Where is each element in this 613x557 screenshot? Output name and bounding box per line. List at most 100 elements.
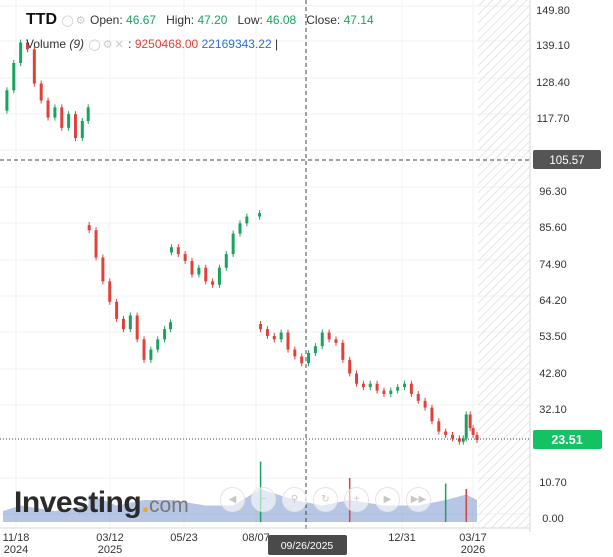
candle-body	[368, 383, 372, 388]
candle-body	[444, 431, 448, 435]
eye-icon[interactable]: ◯	[61, 15, 74, 27]
candle-body	[471, 428, 475, 435]
price-series	[5, 39, 479, 445]
time-tick-label: 12/31	[388, 532, 416, 544]
time-tick-label: 05/23	[170, 532, 198, 544]
open-value: 46.67	[126, 13, 157, 27]
reset-icon[interactable]: ↻	[313, 487, 338, 512]
crosshair-price-label: 105.57	[533, 150, 601, 169]
candle-body	[39, 83, 43, 101]
search-icon[interactable]: ⚲	[282, 487, 307, 512]
candle-body	[224, 254, 228, 268]
time-tick-label: 03/17	[459, 532, 487, 544]
candle-body	[108, 281, 112, 302]
time-tick-label: 03/12	[96, 532, 124, 544]
eye-icon[interactable]: ◯	[88, 39, 101, 51]
candle-body	[60, 107, 64, 128]
candle-body	[197, 267, 201, 275]
candle-body	[121, 318, 125, 330]
candle-body	[293, 349, 297, 357]
candle-body	[163, 329, 167, 340]
candle-body	[73, 114, 77, 139]
price-tick-label: 117.70	[537, 113, 570, 125]
forward-icon[interactable]: ▶	[375, 487, 400, 512]
candle-body	[396, 387, 400, 391]
price-tick-label: 10.70	[539, 477, 567, 489]
logo-suffix: com	[149, 494, 189, 517]
candle-body	[409, 383, 413, 394]
grid-lines	[0, 0, 530, 528]
investing-logo: Investing.com	[14, 486, 189, 520]
candle-body	[272, 335, 276, 340]
candle-body	[25, 42, 29, 50]
candle-body	[300, 356, 304, 364]
zoom-in-icon[interactable]: +	[344, 487, 369, 512]
fast-forward-icon[interactable]: ▶▶	[406, 487, 431, 512]
volume-value-1: 9250468.00	[134, 37, 199, 51]
volume-label: Volume	[26, 37, 67, 51]
price-tick-label: 64.20	[539, 295, 567, 307]
close-value: 47.14	[343, 13, 374, 27]
candle-body	[259, 324, 263, 330]
candle-body	[451, 434, 455, 439]
price-tick-label: 139.10	[536, 40, 570, 52]
candle-body	[464, 414, 468, 439]
price-tick-label: 96.30	[539, 186, 567, 198]
candle-body	[12, 62, 16, 91]
candle-body	[348, 359, 352, 374]
candle-body	[149, 349, 153, 360]
candle-body	[169, 247, 173, 253]
price-tick-label: 149.80	[536, 5, 570, 17]
crosshair-price-text: 105.57	[549, 155, 584, 167]
volume-value-2: 22169343.22	[201, 37, 272, 51]
candle-body	[389, 390, 393, 394]
candle-body	[382, 390, 386, 394]
volume-end: |	[275, 37, 279, 51]
candle-body	[468, 414, 472, 429]
rewind-icon[interactable]: ◀	[220, 487, 245, 512]
price-tick-label: 53.50	[539, 331, 567, 343]
settings-icon[interactable]: ⚙	[75, 15, 86, 27]
low-label: Low:	[237, 13, 263, 27]
candle-body	[307, 353, 311, 364]
candle-body	[204, 267, 208, 282]
volume-legend: Volume (9) ◯ ⚙ ✕ : 9250468.00 22169343.22 …	[26, 37, 278, 51]
candle-body	[437, 421, 441, 432]
zoom-out-icon[interactable]: −	[251, 487, 276, 512]
price-tick-label: 32.10	[539, 404, 567, 416]
candle-body	[67, 114, 71, 128]
high-value: 47.20	[197, 13, 228, 27]
candle-body	[457, 438, 461, 442]
close-icon[interactable]: ✕	[114, 39, 124, 51]
volume-period: (9)	[69, 37, 85, 51]
candle-body	[128, 315, 132, 330]
candle-body	[430, 407, 434, 422]
candle-body	[217, 267, 221, 285]
candle-body	[341, 342, 345, 360]
settings-icon[interactable]: ⚙	[102, 39, 113, 51]
candle-body	[176, 247, 180, 255]
candle-body	[156, 339, 160, 350]
candle-body	[403, 383, 407, 388]
candle-body	[142, 339, 146, 360]
ohlc-legend: TTD ◯ ⚙ Open: 46.67 High: 47.20 Low: 46.0…	[26, 11, 374, 29]
price-tick-label: 128.40	[536, 77, 570, 89]
open-label: Open:	[89, 13, 123, 27]
candle-body	[238, 223, 242, 234]
candle-body	[361, 383, 365, 388]
candle-body	[53, 107, 57, 118]
candle-body	[190, 260, 194, 275]
candle-body	[87, 225, 91, 231]
candle-body	[183, 254, 187, 261]
candle-body	[231, 233, 235, 255]
candle-body	[86, 107, 90, 121]
time-tick-year: 2026	[461, 544, 485, 556]
low-value: 46.08	[266, 13, 297, 27]
candle-body	[313, 346, 317, 354]
candle-body	[46, 100, 50, 118]
candle-body	[19, 42, 23, 63]
candle-body	[211, 281, 215, 285]
candle-body	[327, 332, 331, 340]
